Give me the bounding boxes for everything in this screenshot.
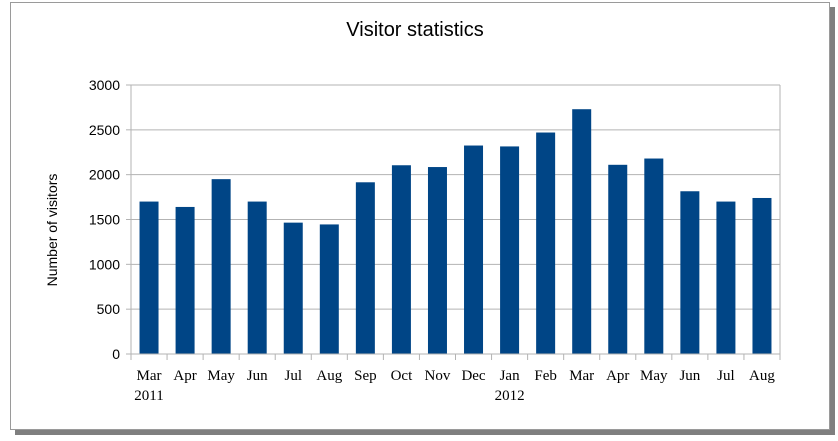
bar xyxy=(608,164,628,354)
y-tick-label: 1000 xyxy=(89,256,120,272)
bar xyxy=(283,222,303,354)
gridlines xyxy=(126,84,781,360)
y-tick-label: 2500 xyxy=(89,122,120,138)
bar xyxy=(680,191,700,354)
x-tick-label: Dec xyxy=(461,368,485,384)
bar xyxy=(752,197,772,354)
bar xyxy=(500,146,520,354)
bar xyxy=(536,132,556,354)
x-tick-label: May xyxy=(207,368,235,384)
y-tick-labels: 0 500 1000 1500 2000 2500 3000 xyxy=(89,77,120,362)
y-tick-label: 500 xyxy=(97,301,121,317)
x-tick-label: Apr xyxy=(606,368,629,384)
x-tick-label: Mar xyxy=(137,368,162,384)
bar xyxy=(247,201,267,354)
y-tick-label: 2000 xyxy=(89,167,120,183)
bar xyxy=(391,165,411,354)
y-tick-label: 3000 xyxy=(89,77,120,93)
x-tick-label: Jul xyxy=(284,368,302,384)
bar xyxy=(464,145,484,354)
bar xyxy=(175,206,195,354)
x-tick-label: Jan xyxy=(500,368,520,384)
y-axis-label: Number of visitors xyxy=(44,174,60,287)
y-tick-label: 1500 xyxy=(89,212,120,228)
x-tick-label: Jun xyxy=(679,368,700,384)
x-tick-label: Aug xyxy=(316,368,342,384)
x-year-label: 2012 xyxy=(495,388,525,404)
bar xyxy=(355,182,375,354)
bar xyxy=(644,158,664,354)
chart-title: Visitor statistics xyxy=(346,19,483,41)
x-tick-label: Jul xyxy=(717,368,735,384)
bars xyxy=(139,109,772,355)
y-tick-label: 0 xyxy=(112,346,120,362)
x-year-label: 2011 xyxy=(134,388,163,404)
x-tick-label: Apr xyxy=(173,368,196,384)
x-tick-labels: Mar 2011 Apr May Jun Jul Aug Sep Oct Nov Dec Jan 201… xyxy=(134,368,775,404)
bar xyxy=(572,109,592,355)
axes xyxy=(130,85,781,355)
bar xyxy=(139,201,159,354)
bar xyxy=(211,179,231,354)
x-tick-label: May xyxy=(640,368,668,384)
x-tick-label: Jun xyxy=(247,368,268,384)
x-tick-label: Mar xyxy=(569,368,594,384)
bar xyxy=(427,167,447,354)
x-tick-label: Sep xyxy=(354,368,377,384)
x-tick-label: Feb xyxy=(534,368,557,384)
x-tick-label: Aug xyxy=(749,368,775,384)
bar xyxy=(716,201,736,354)
x-tick-label: Oct xyxy=(391,368,413,384)
bar xyxy=(319,224,339,354)
x-tick-label: Nov xyxy=(425,368,451,384)
